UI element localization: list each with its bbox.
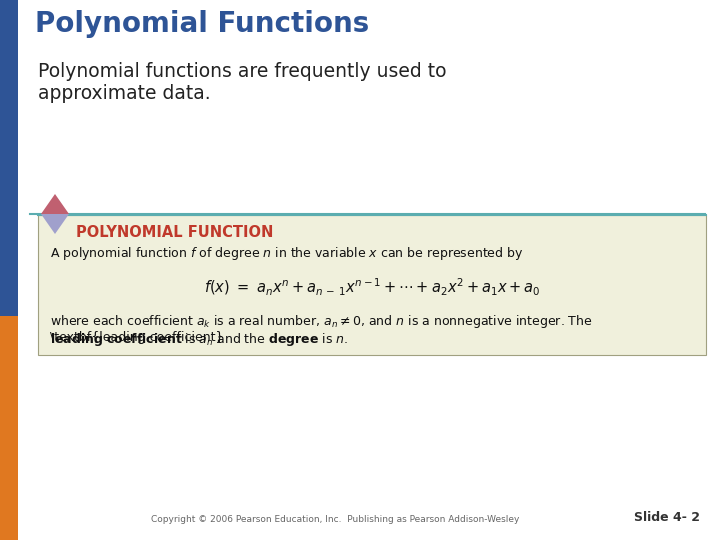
Bar bbox=[0, 0, 18, 316]
Text: $\mathbf{leading\ coefficient}$ is $a_n$ and the $\mathbf{degree}$ is $n$.: $\mathbf{leading\ coefficient}$ is $a_n$… bbox=[50, 331, 348, 348]
Text: POLYNOMIAL FUNCTION: POLYNOMIAL FUNCTION bbox=[76, 225, 274, 240]
Text: Polynomial functions are frequently used to: Polynomial functions are frequently used… bbox=[38, 62, 446, 81]
Bar bbox=[38, 215, 706, 355]
Polygon shape bbox=[41, 194, 69, 214]
Text: \textbf{leading coefficient}: \textbf{leading coefficient} bbox=[50, 331, 223, 344]
Text: approximate data.: approximate data. bbox=[38, 84, 211, 103]
Text: A polynomial function $\mathit{f}$ of degree $\mathit{n}$ in the variable $\math: A polynomial function $\mathit{f}$ of de… bbox=[50, 245, 523, 262]
Text: Copyright © 2006 Pearson Education, Inc.  Publishing as Pearson Addison-Wesley: Copyright © 2006 Pearson Education, Inc.… bbox=[150, 515, 519, 524]
Text: Slide 4- 2: Slide 4- 2 bbox=[634, 511, 700, 524]
Bar bbox=[0, 316, 18, 540]
Text: Polynomial Functions: Polynomial Functions bbox=[35, 10, 369, 38]
Text: $f(x)\ =\ a_n x^n + a_{n\,-\,1}x^{n-1} + \cdots + a_2 x^2 + a_1 x + a_0$: $f(x)\ =\ a_n x^n + a_{n\,-\,1}x^{n-1} +… bbox=[204, 277, 540, 298]
Text: where each coefficient $a_k$ is a real number, $a_n \neq 0$, and $\mathit{n}$ is: where each coefficient $a_k$ is a real n… bbox=[50, 313, 593, 330]
Polygon shape bbox=[41, 214, 69, 234]
